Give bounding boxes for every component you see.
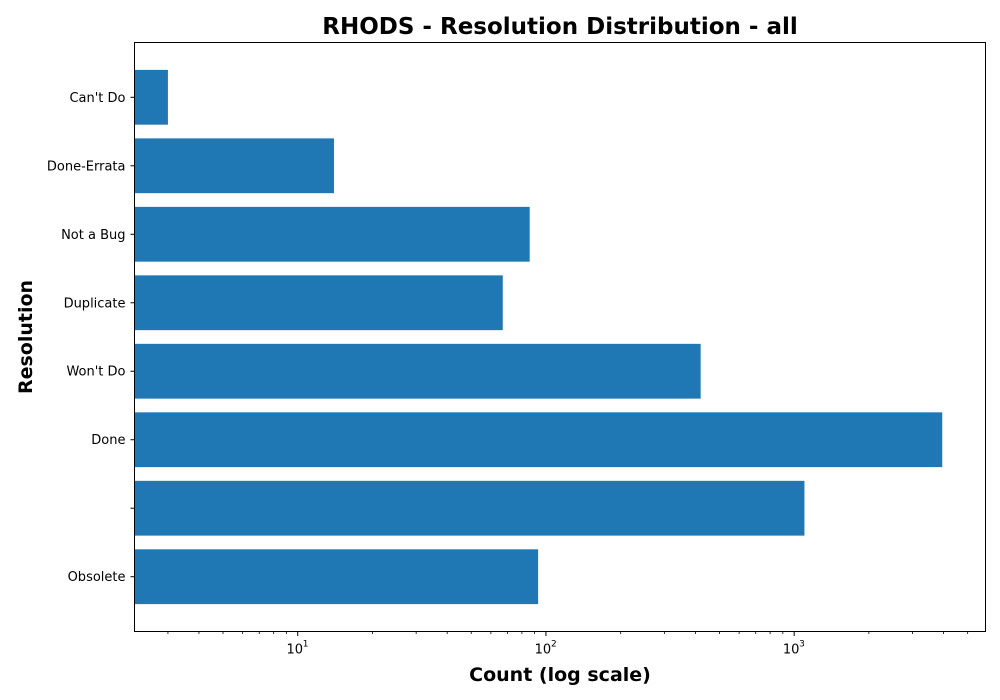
y-tick-label-4: Won't Do: [66, 365, 125, 380]
y-tick-label-3: Duplicate: [64, 296, 126, 311]
x-axis-label: Count (log scale): [469, 664, 651, 686]
y-tick-label-5: Done: [91, 433, 125, 448]
y-tick-label-1: Done-Errata: [47, 159, 126, 174]
x-tick-label-2: 10: [783, 643, 800, 658]
y-tick-label-0: Can't Do: [69, 91, 125, 106]
plot-frame: [134, 42, 986, 632]
x-tick-label-1: 10: [535, 643, 552, 658]
bar-1: [134, 138, 334, 194]
y-axis-label: Resolution: [15, 280, 37, 394]
x-axis-ticks: 10 1 10 2 10 3: [167, 631, 969, 658]
bar-6: [134, 480, 805, 536]
chart-title: RHODS - Resolution Distribution - all: [322, 14, 797, 40]
bars: [134, 69, 943, 605]
x-tick-exponent-2: 3: [799, 640, 805, 650]
bar-7: [134, 549, 539, 605]
bar-3: [134, 275, 503, 331]
bar-4: [134, 343, 701, 399]
y-tick-label-2: Not a Bug: [61, 228, 125, 243]
y-axis-ticks: Can't Do Done-Errata Not a Bug Duplicate Won…: [47, 91, 135, 585]
y-tick-label-7: Obsolete: [68, 570, 126, 585]
x-tick-exponent-0: 1: [303, 640, 309, 650]
bar-2: [134, 206, 530, 262]
bar-5: [134, 412, 943, 468]
x-tick-exponent-1: 2: [551, 640, 557, 650]
bar-0: [134, 69, 168, 125]
x-tick-label-0: 10: [286, 643, 303, 658]
